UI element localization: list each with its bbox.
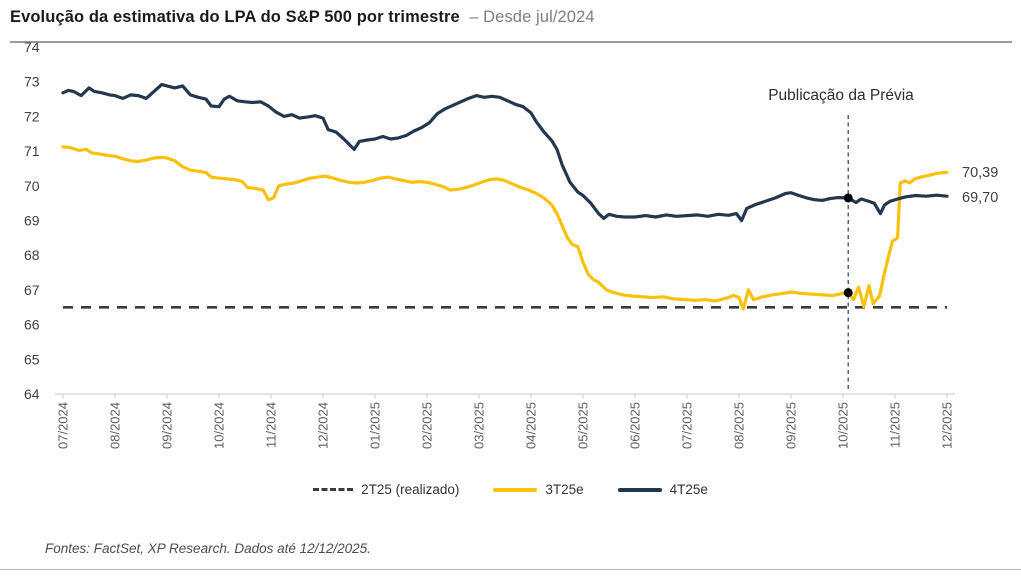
- legend-item-2t25: 2T25 (realizado): [313, 482, 459, 497]
- x-tick-label: 06/2025: [628, 402, 643, 449]
- y-tick-label: 68: [24, 247, 40, 263]
- legend-label-4t25e: 4T25e: [669, 482, 708, 497]
- x-tick-label: 02/2025: [420, 402, 435, 449]
- x-tick-label: 10/2025: [836, 402, 851, 449]
- x-tick-label: 12/2024: [316, 402, 331, 449]
- x-tick-label: 07/2024: [56, 402, 71, 449]
- y-tick-label: 65: [24, 351, 40, 367]
- x-tick-label: 08/2024: [108, 402, 123, 449]
- y-tick-label: 73: [24, 74, 40, 90]
- series-line-3t25e: [61, 145, 949, 311]
- x-tick-label: 04/2025: [524, 402, 539, 449]
- x-tick-label: 11/2024: [264, 402, 279, 448]
- legend-label-2t25: 2T25 (realizado): [361, 482, 460, 497]
- y-tick-label: 72: [24, 108, 40, 124]
- x-tick-label: 10/2024: [212, 402, 227, 449]
- y-tick-label: 71: [24, 143, 40, 159]
- marker-dot-3t25e: [843, 288, 853, 298]
- line-chart: 07/2024 08/2024 09/2024 10/2024 11/2024 12/20…: [24, 39, 998, 449]
- legend-swatch-navy-line: [617, 487, 662, 492]
- y-tick-label: 69: [24, 213, 40, 229]
- legend-label-3t25e: 3T25e: [545, 482, 584, 497]
- y-tick-label: 70: [24, 178, 40, 194]
- end-value-label-3t25e: 70,39: [962, 165, 998, 181]
- legend-swatch-dashed-line: [313, 488, 354, 491]
- x-tick-label: 08/2025: [732, 402, 747, 449]
- title-divider: [10, 41, 1012, 43]
- x-tick-label: 07/2025: [680, 402, 695, 449]
- x-tick-label: 01/2025: [368, 402, 383, 449]
- y-tick-label: 66: [24, 317, 40, 333]
- x-tick-label: 12/2025: [940, 402, 955, 449]
- end-value-label-4t25e: 69,70: [962, 190, 998, 206]
- legend-swatch-yellow-line: [493, 487, 538, 492]
- source-note: Fontes: FactSet, XP Research. Dados até …: [45, 541, 371, 556]
- x-tick-label: 05/2025: [576, 402, 591, 449]
- chart-generated-layer: 07/2024 08/2024 09/2024 10/2024 11/2024 12/20…: [24, 39, 955, 449]
- y-tick-label: 74: [24, 39, 40, 55]
- legend-item-4t25e: 4T25e: [617, 482, 708, 497]
- y-tick-label: 67: [24, 282, 40, 298]
- x-tick-label: 03/2025: [472, 402, 487, 449]
- x-tick-label: 09/2024: [160, 402, 175, 449]
- x-tick-label: 11/2025: [888, 402, 903, 448]
- vline-annotation-label: Publicação da Prévia: [768, 87, 914, 104]
- y-tick-label: 64: [24, 386, 40, 402]
- chart-title-main: Evolução da estimativa do LPA do S&P 500…: [10, 8, 460, 26]
- legend-item-3t25e: 3T25e: [493, 482, 584, 497]
- series-line-4t25e: [61, 82, 949, 223]
- marker-dot-4t25e: [843, 193, 853, 203]
- chart-legend: 2T25 (realizado) 3T25e 4T25e: [0, 482, 1021, 497]
- chart-title: Evolução da estimativa do LPA do S&P 500…: [10, 8, 595, 27]
- chart-title-period: – Desde jul/2024: [469, 8, 595, 26]
- bottom-divider: [0, 569, 1021, 570]
- x-tick-label: 09/2025: [784, 402, 799, 449]
